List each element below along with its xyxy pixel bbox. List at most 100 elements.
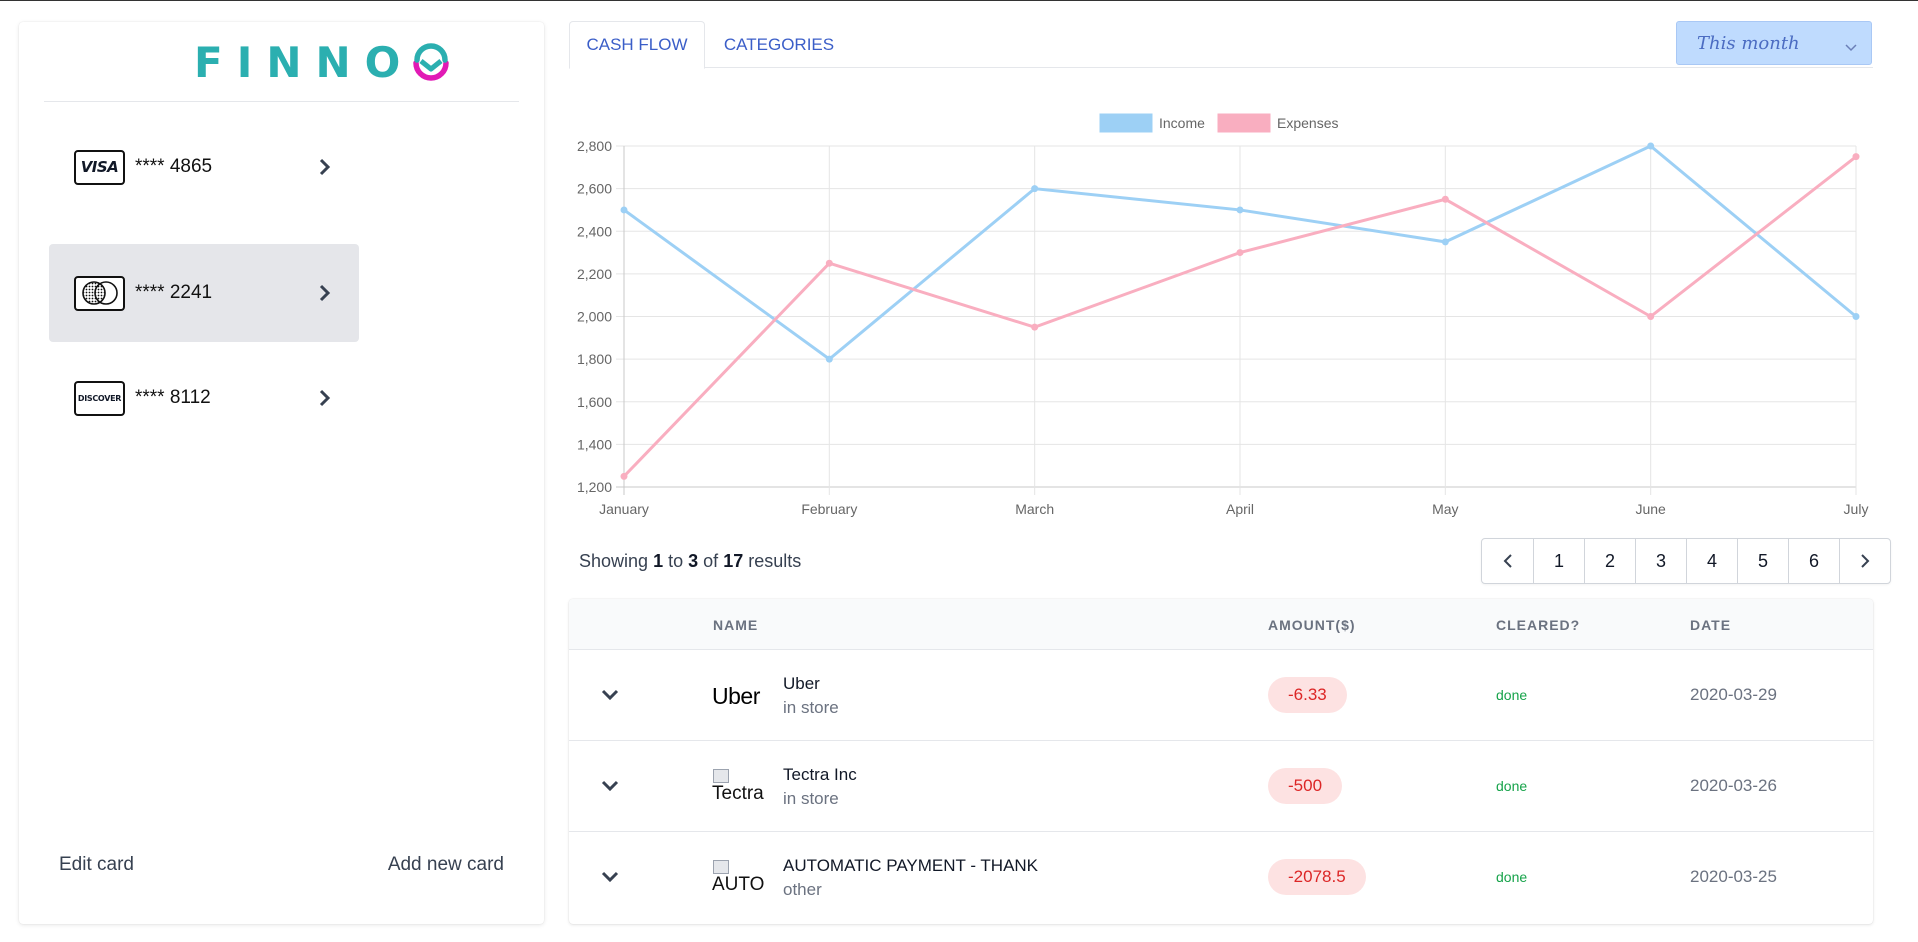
period-select[interactable]: This month [1676,21,1872,65]
pagination-prev-button[interactable] [1482,539,1533,583]
card-number: **** 8112 [135,387,211,408]
discover-logo-text: DISCOVER [77,393,122,403]
y-tick-label: 1,400 [577,436,612,452]
x-tick-label: June [1635,501,1666,517]
data-point-income [620,206,628,214]
amount-badge: -500 [1268,768,1343,804]
pagination-next-button[interactable] [1839,539,1890,583]
logo-mark-icon [413,43,450,81]
card-item-discover[interactable]: DISCOVER **** 8112 [49,349,359,447]
column-header-amount: AMOUNT($) [1268,617,1356,633]
card-item-mastercard[interactable]: **** 2241 [49,244,359,342]
chevron-right-icon [315,388,335,408]
merchant-logo: AUTO [712,858,767,898]
amount-badge: -6.33 [1268,677,1347,713]
y-tick-label: 2,600 [577,181,612,197]
pagination: 1 2 3 4 5 6 [1481,538,1891,584]
legend-label-expenses: Expenses [1277,115,1338,131]
finno-logo: FINNO [194,32,454,92]
transaction-category: other [783,880,822,899]
y-tick-label: 1,800 [577,351,612,367]
column-header-cleared: CLEARED? [1496,617,1581,633]
y-tick-label: 1,600 [577,394,612,410]
card-item-visa[interactable]: VISA **** 4865 [49,118,359,216]
pagination-page-3[interactable]: 3 [1635,539,1686,583]
data-point-income [1236,206,1244,214]
column-header-name: NAME [713,617,759,633]
mastercard-logo-icon [74,275,125,311]
x-tick-label: January [599,501,649,517]
data-point-income [1647,142,1655,150]
edit-card-button[interactable]: Edit card [59,854,134,875]
chevron-down-icon[interactable] [598,865,622,889]
chevron-down-icon[interactable] [598,774,622,798]
results-of-word: of [703,551,719,571]
column-header-date: DATE [1690,617,1732,633]
logo-text: FINNO [194,37,415,87]
pagination-page-6[interactable]: 6 [1788,539,1839,583]
table-row[interactable]: Uber Uber in store -6.33 done 2020-03-29 [569,650,1873,741]
data-point-income [825,355,833,363]
data-point-income [1031,185,1039,193]
data-point-expenses [620,472,628,480]
transaction-date: 2020-03-29 [1690,685,1777,704]
cash-flow-chart: 1,200 1,400 1,600 1,800 2,000 2,200 2,400 2,600… [569,106,1879,526]
table-row[interactable]: AUTO AUTOMATIC PAYMENT - THANK other -20… [569,832,1873,923]
transaction-category: in store [783,789,839,808]
results-to-word: to [668,551,684,571]
cleared-status: done [1496,687,1528,703]
x-tick-label: April [1226,501,1254,517]
add-new-card-button[interactable]: Add new card [387,854,504,875]
results-prefix: Showing [579,551,649,571]
table-row[interactable]: Tectra Tectra Inc in store -500 done 202… [569,741,1873,832]
transaction-name: AUTOMATIC PAYMENT - THANK [783,856,1039,875]
tab-categories[interactable]: CATEGORIES [723,34,835,54]
transaction-category: in store [783,698,839,717]
cards-sidebar: FINNO VISA **** 4865 **** 2241 [19,22,544,924]
amount-badge: -2078.5 [1268,859,1366,895]
data-point-expenses [1647,313,1655,320]
chevron-down-icon [1845,36,1857,57]
logo-alt-text: Tectra [712,783,764,804]
data-point-income [1852,313,1860,320]
results-summary: Showing 1 to 3 of 17 results [579,551,801,572]
x-tick-label: March [1015,501,1054,517]
data-point-income [1441,238,1449,246]
pagination-page-5[interactable]: 5 [1737,539,1788,583]
tab-cash-flow[interactable]: CASH FLOW [569,21,705,69]
merchant-logo: Tectra [712,767,767,807]
chevron-right-icon [315,157,335,177]
transaction-name: Uber [783,674,820,693]
x-tick-label: July [1844,501,1869,517]
x-tick-label: May [1432,501,1458,517]
sidebar-divider [44,101,519,102]
visa-logo-text: VISA [80,158,119,176]
transactions-table: NAME AMOUNT($) CLEARED? DATE Uber Uber i… [569,599,1873,924]
pagination-page-4[interactable]: 4 [1686,539,1737,583]
y-tick-label: 2,200 [577,266,612,282]
visa-logo-icon: VISA [74,149,125,185]
pagination-page-1[interactable]: 1 [1533,539,1584,583]
x-tick-label: February [801,501,857,517]
discover-logo-icon: DISCOVER [74,380,125,416]
table-header: NAME AMOUNT($) CLEARED? DATE [569,599,1873,650]
pagination-page-2[interactable]: 2 [1584,539,1635,583]
legend-swatch-income [1099,113,1153,133]
chevron-left-icon [1503,554,1512,568]
chevron-down-icon[interactable] [598,683,622,707]
data-point-expenses [1236,249,1244,257]
cleared-status: done [1496,869,1528,885]
cleared-status: done [1496,778,1528,794]
cash-flow-chart-svg: 1,200 1,400 1,600 1,800 2,000 2,200 2,400 2,600… [577,113,1869,517]
chevron-right-icon [1861,554,1870,568]
transaction-date: 2020-03-25 [1690,867,1777,886]
uber-logo-text: Uber [712,682,760,709]
results-suffix: results [748,551,802,571]
transaction-name: Tectra Inc [783,765,857,784]
view-tabs: CASH FLOW CATEGORIES [569,21,1873,69]
y-tick-label: 2,400 [577,223,612,239]
merchant-logo: Uber [712,676,767,716]
broken-image-icon: Tectra [712,769,764,805]
y-tick-label: 2,000 [577,309,612,325]
legend-label-income: Income [1159,115,1205,131]
